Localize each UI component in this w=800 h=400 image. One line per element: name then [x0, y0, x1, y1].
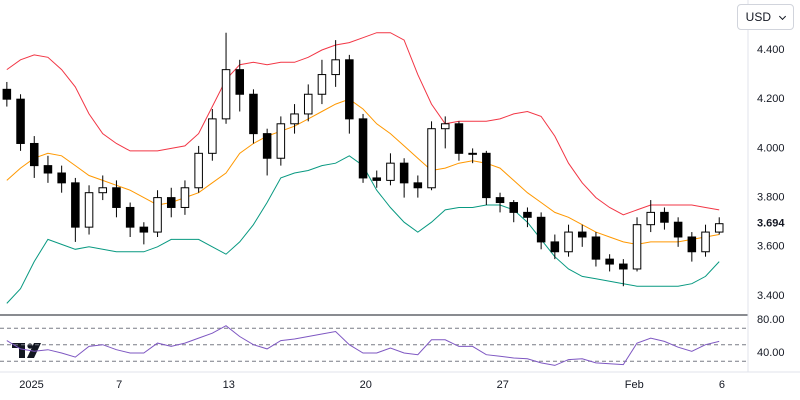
candle-body — [509, 202, 519, 213]
band-line — [6, 98, 720, 245]
candle-body — [262, 133, 272, 159]
x-tick-label: Feb — [625, 379, 644, 391]
candle-body — [125, 206, 135, 228]
candle-body — [646, 211, 656, 226]
band-line — [6, 32, 720, 216]
candle-body — [714, 223, 724, 233]
y-tick-label: 40.00 — [757, 347, 785, 359]
y-tick-label: 3.400 — [757, 290, 785, 302]
candle-body — [303, 93, 313, 115]
candle-body — [495, 197, 505, 204]
candle-body — [468, 152, 477, 155]
candle-body — [98, 187, 108, 194]
candle-body — [153, 197, 162, 233]
candle-body — [84, 192, 94, 228]
candle-body — [29, 142, 39, 167]
candle-body — [290, 113, 299, 125]
candle-body — [386, 162, 395, 181]
currency-selector[interactable]: USD — [736, 4, 794, 30]
x-tick-label: 27 — [497, 379, 509, 391]
candle-body — [208, 118, 217, 154]
y-tick-label: 4.400 — [757, 44, 785, 56]
candle-body — [660, 211, 669, 223]
candle-body — [57, 172, 66, 184]
candle-body — [43, 165, 53, 174]
indicator-line — [6, 325, 720, 366]
y-tick-label: 4.000 — [757, 142, 785, 154]
candle-body — [112, 187, 121, 208]
candle-body — [345, 59, 354, 120]
candle-body — [372, 177, 382, 181]
last-price-tag — [749, 214, 793, 233]
y-tick-label: 80.00 — [757, 314, 785, 326]
candle-body — [632, 224, 642, 270]
candle-body — [235, 69, 245, 95]
x-tick-label: 6 — [719, 379, 725, 391]
candle-body — [16, 98, 25, 144]
candle-body — [249, 93, 258, 135]
candle-body — [687, 236, 697, 253]
candle-body — [482, 152, 491, 199]
candle-body — [413, 182, 423, 189]
candle-body — [358, 118, 368, 179]
candle-body — [317, 74, 327, 95]
candle-body — [523, 211, 532, 218]
candle-body — [71, 182, 80, 228]
candle-body — [331, 59, 340, 76]
candle-body — [673, 221, 683, 238]
candle-body — [399, 162, 409, 184]
x-tick-label: 2025 — [19, 379, 43, 391]
y-tick-label: 3.800 — [757, 192, 785, 204]
candle-body — [550, 241, 560, 253]
candle-body — [427, 128, 436, 189]
logo — [12, 343, 41, 358]
candle-body — [180, 187, 190, 208]
candle-body — [591, 236, 601, 260]
y-tick-label: 4.200 — [757, 93, 785, 105]
candle-body — [701, 231, 710, 253]
x-tick-label: 20 — [360, 379, 372, 391]
y-tick-label: 3.600 — [757, 241, 785, 253]
candle-body — [454, 123, 464, 154]
candle-body — [536, 216, 546, 243]
candle-body — [605, 258, 614, 265]
candle-body — [619, 263, 628, 270]
candle-body — [564, 231, 573, 253]
candle-body — [166, 197, 176, 208]
candle-body — [221, 69, 231, 120]
candle-body — [2, 88, 12, 100]
x-tick-label: 7 — [116, 379, 122, 391]
candle-body — [194, 152, 203, 189]
last-price-label: 3.694 — [757, 218, 785, 230]
candle-body — [139, 226, 149, 233]
candle-body — [440, 123, 450, 130]
candle-body — [577, 231, 587, 238]
candle-body — [276, 123, 286, 159]
x-tick-label: 13 — [223, 379, 235, 391]
